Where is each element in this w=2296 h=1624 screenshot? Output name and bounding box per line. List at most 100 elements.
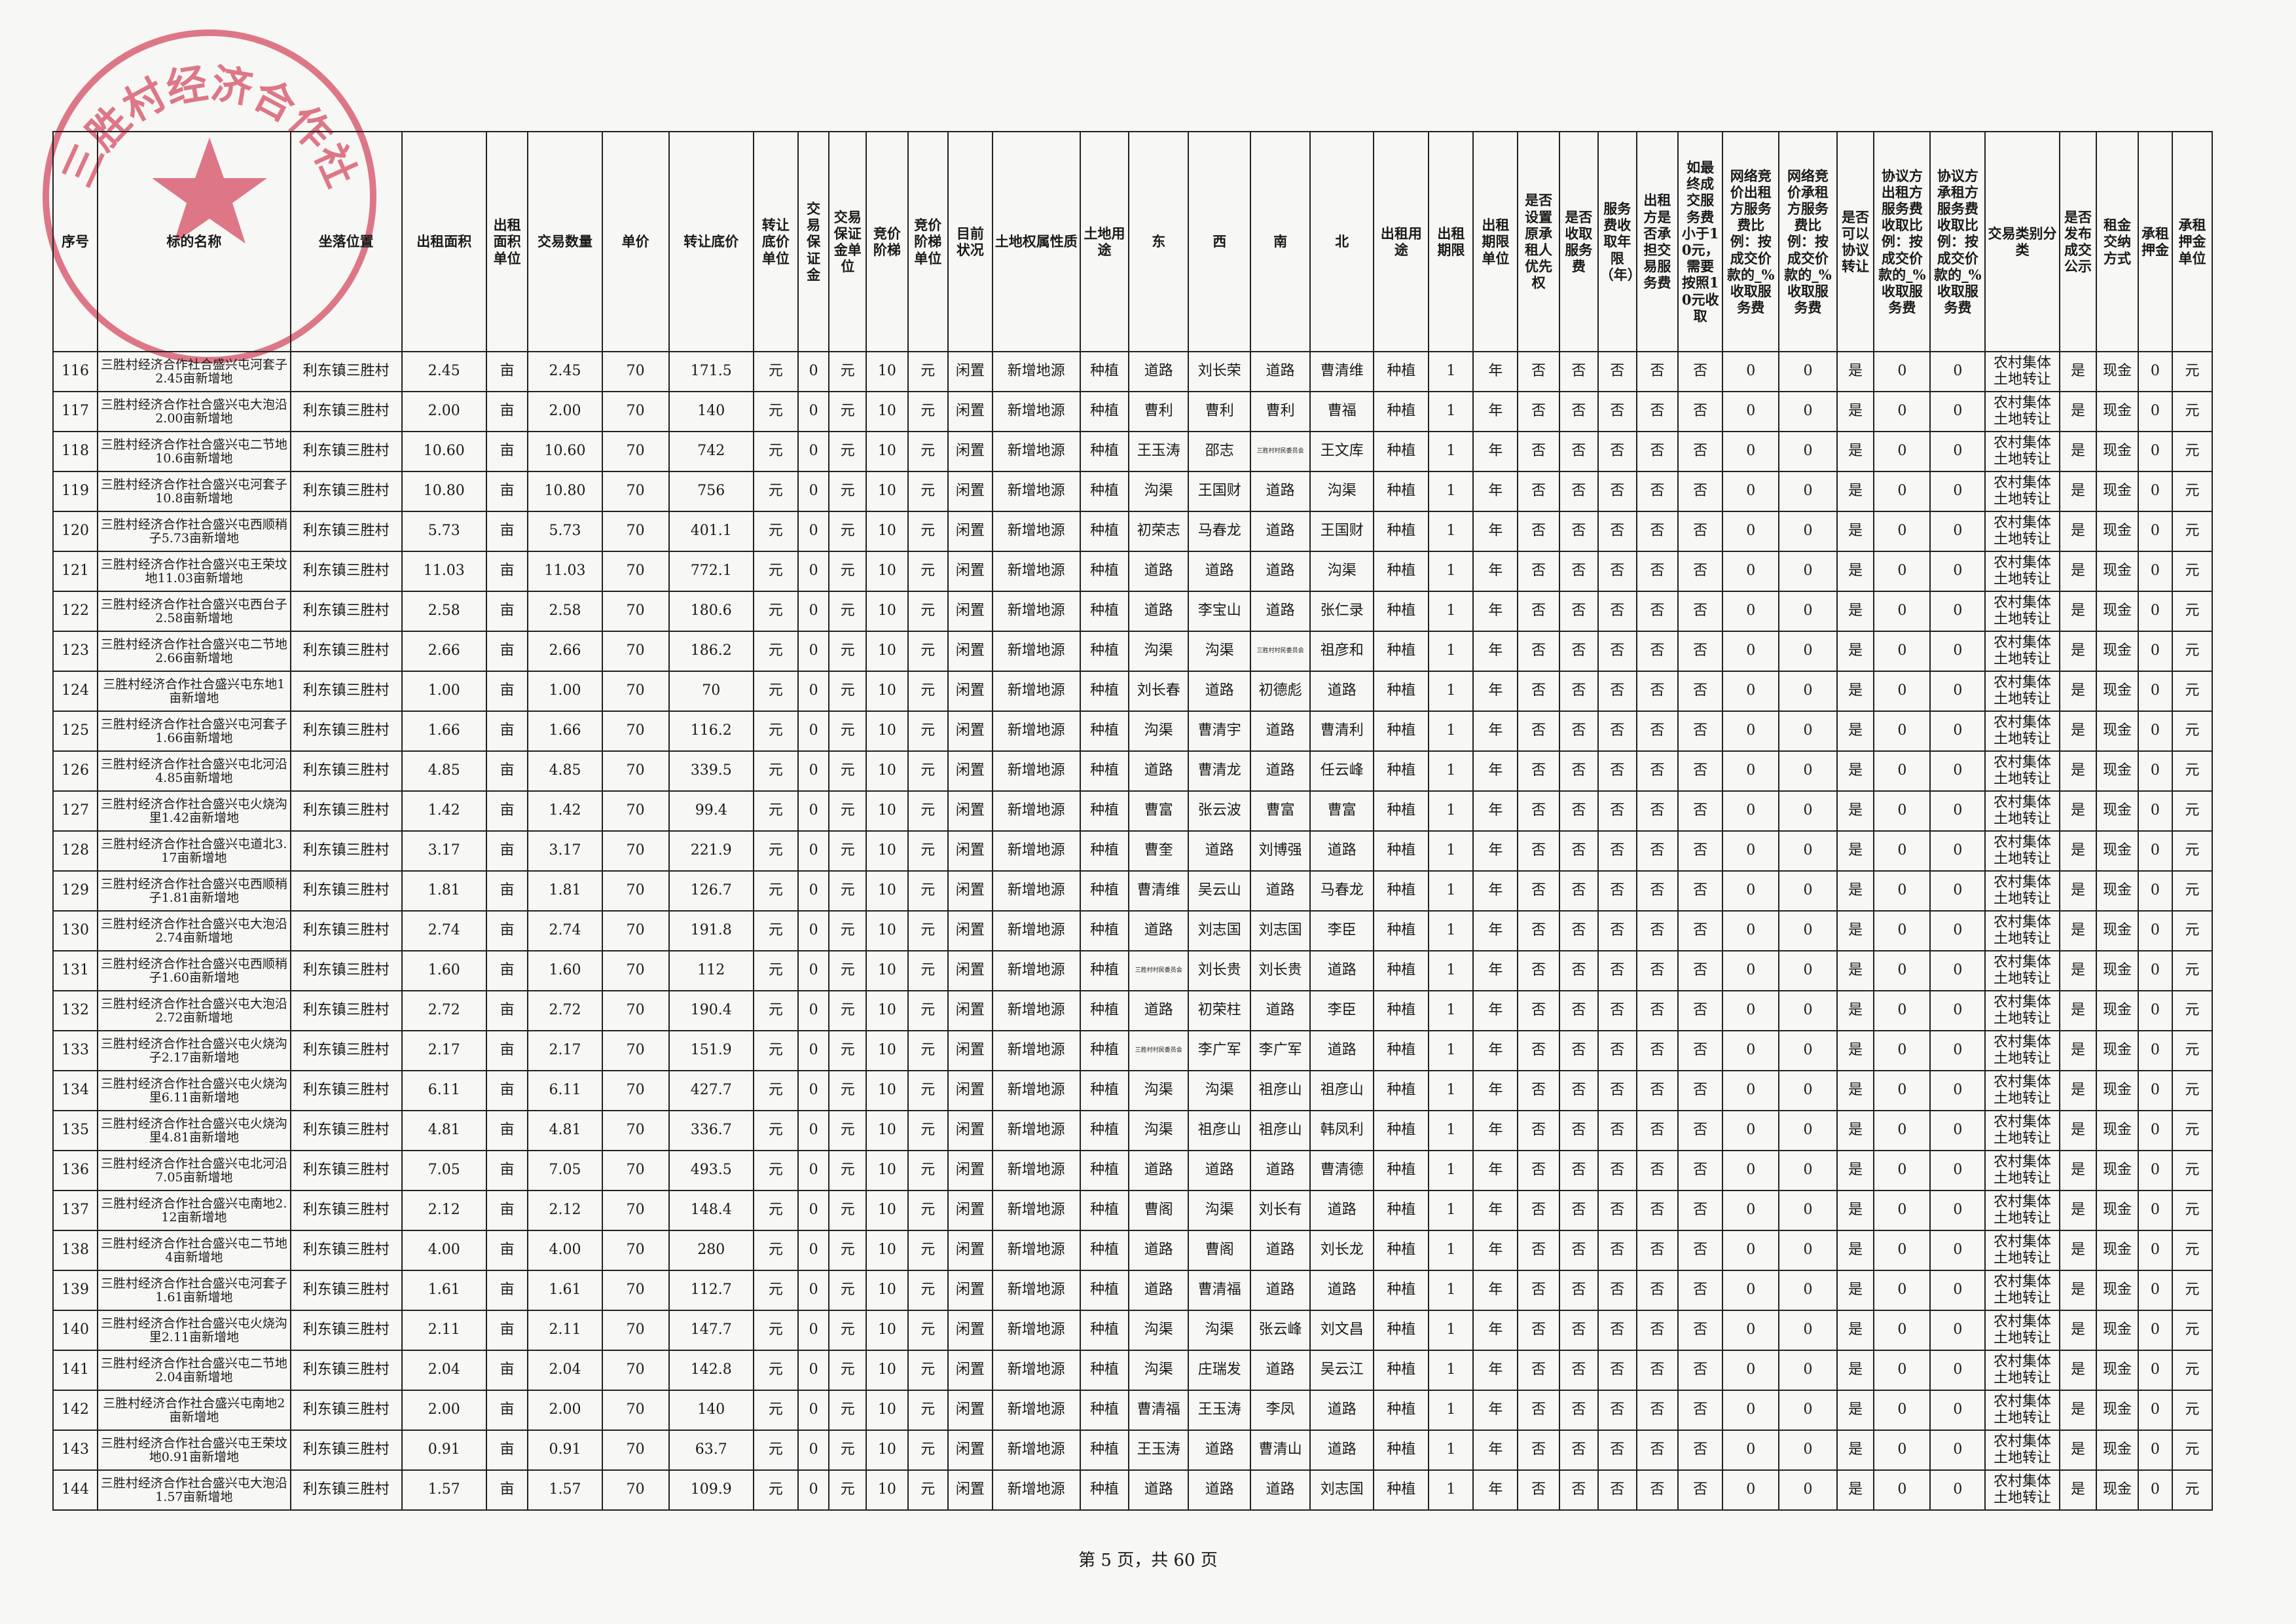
table-cell: 年	[1472, 671, 1519, 712]
table-cell: 刘文昌	[1309, 1310, 1375, 1351]
name-cell: 三胜村经济合作社合盛兴屯南地2.12亩新增地	[97, 1190, 291, 1231]
table-cell: 年	[1472, 1390, 1519, 1431]
table-cell: 现金	[2096, 990, 2139, 1031]
table-cell: 现金	[2096, 671, 2139, 712]
table-cell: 闲置	[947, 990, 993, 1031]
table-cell: 1	[1428, 1350, 1474, 1391]
table-cell: 现金	[2096, 950, 2139, 991]
name-cell: 三胜村经济合作社合盛兴屯西顺稍子1.60亩新增地	[97, 950, 291, 991]
table-cell: 0	[797, 830, 830, 872]
table-cell: 是	[2058, 351, 2098, 392]
table-cell: 种植	[1079, 1270, 1130, 1311]
table-cell: 140	[668, 391, 754, 432]
table-cell: 否	[1517, 631, 1560, 672]
table-cell: 沟渠	[1309, 551, 1375, 592]
table-cell: 道路	[1250, 1230, 1311, 1271]
name-cell: 三胜村经济合作社合盛兴屯二节地4亩新增地	[97, 1230, 291, 1271]
table-cell: 王玉涛	[1128, 1430, 1190, 1471]
table-cell: 道路	[1128, 750, 1190, 792]
table-cell: 0	[1929, 870, 1986, 912]
table-cell: 亩	[485, 631, 529, 672]
table-cell: 是	[2058, 631, 2098, 672]
table-cell: 元	[752, 1190, 799, 1231]
table-cell: 种植	[1373, 1070, 1430, 1111]
table-cell: 种植	[1373, 1430, 1430, 1471]
table-cell: 1	[1428, 1190, 1474, 1231]
table-cell: 新增地源	[991, 1430, 1081, 1471]
table-cell: 0	[1873, 1270, 1931, 1311]
table-cell: 年	[1472, 591, 1519, 632]
table-cell: 种植	[1079, 710, 1130, 752]
table-cell: 利东镇三胜村	[289, 551, 403, 592]
table-cell: 128	[52, 830, 98, 872]
table-cell: 元	[828, 511, 867, 552]
table-cell: 曹利	[1188, 391, 1252, 432]
table-cell: 元	[907, 1190, 949, 1231]
table-cell: 闲置	[947, 870, 993, 912]
table-cell: 0	[2137, 551, 2173, 592]
table-cell: 0	[2137, 990, 2173, 1031]
table-cell: 元	[2171, 990, 2214, 1031]
table-cell: 元	[828, 471, 867, 512]
table-cell: 2.11	[527, 1310, 603, 1351]
table-cell: 三胜村村民委员会	[1250, 631, 1311, 672]
table-cell: 否	[1677, 551, 1724, 592]
table-cell: 5.73	[527, 511, 603, 552]
table-cell: 2.17	[401, 1030, 487, 1071]
table-cell: 利东镇三胜村	[289, 1469, 403, 1511]
table-cell: 否	[1677, 671, 1724, 712]
table-cell: 0	[1722, 1150, 1780, 1191]
table-cell: 0	[1778, 1310, 1838, 1351]
table-cell: 王国财	[1188, 471, 1252, 512]
table-row: 130 三胜村经济合作社合盛兴屯大泡沿2.74亩新增地 利东镇三胜村 2.74 亩 2.7…	[52, 910, 2214, 951]
table-cell: 种植	[1079, 830, 1130, 872]
table-cell: 闲置	[947, 1150, 993, 1191]
table-cell: 道路	[1128, 1150, 1190, 1191]
table-cell: 道路	[1128, 990, 1190, 1031]
table-cell: 元	[752, 351, 799, 392]
table-cell: 李凤	[1250, 1390, 1311, 1431]
table-cell: 否	[1558, 431, 1599, 472]
table-cell: 现金	[2096, 1190, 2139, 1231]
table-cell: 否	[1517, 511, 1560, 552]
table-cell: 0	[2137, 631, 2173, 672]
table-cell: 元	[2171, 910, 2214, 951]
table-cell: 是	[1836, 551, 1875, 592]
table-cell: 曹福	[1309, 391, 1375, 432]
table-cell: 否	[1558, 1469, 1599, 1511]
table-cell: 是	[1836, 710, 1875, 752]
table-cell: 沟渠	[1188, 1190, 1252, 1231]
table-cell: 0	[1929, 551, 1986, 592]
table-cell: 10	[866, 830, 909, 872]
table-cell: 新增地源	[991, 1469, 1081, 1511]
table-cell: 曹阁	[1188, 1230, 1252, 1271]
table-cell: 0	[1722, 1070, 1780, 1111]
table-cell: 闲置	[947, 830, 993, 872]
name-cell: 三胜村经济合作社合盛兴屯火烧沟里1.42亩新增地	[97, 790, 291, 832]
table-cell: 利东镇三胜村	[289, 1110, 403, 1151]
table-cell: 否	[1517, 1350, 1560, 1391]
table-cell: 0	[1873, 1310, 1931, 1351]
table-cell: 道路	[1128, 1230, 1190, 1271]
table-row: 144 三胜村经济合作社合盛兴屯大泡沿1.57亩新增地 利东镇三胜村 1.57 亩 1.5…	[52, 1469, 2214, 1511]
table-cell: 元	[2171, 671, 2214, 712]
table-cell: 亩	[485, 870, 529, 912]
table-cell: 是	[1836, 1430, 1875, 1471]
table-cell: 祖彦山	[1188, 1110, 1252, 1151]
table-cell: 元	[907, 1110, 949, 1151]
table-cell: 种植	[1079, 671, 1130, 712]
table-cell: 6.11	[527, 1070, 603, 1111]
table-cell: 元	[2171, 790, 2214, 832]
table-cell: 否	[1558, 750, 1599, 792]
table-cell: 现金	[2096, 351, 2139, 392]
table-cell: 70	[601, 910, 670, 951]
table-cell: 李臣	[1309, 990, 1375, 1031]
table-cell: 2.74	[401, 910, 487, 951]
table-cell: 农村集体土地转让	[1984, 950, 2060, 991]
table-cell: 种植	[1373, 950, 1430, 991]
table-cell: 道路	[1188, 671, 1252, 712]
table-cell: 元	[907, 910, 949, 951]
table-cell: 种植	[1079, 950, 1130, 991]
table-cell: 0	[1722, 830, 1780, 872]
table-cell: 道路	[1188, 551, 1252, 592]
